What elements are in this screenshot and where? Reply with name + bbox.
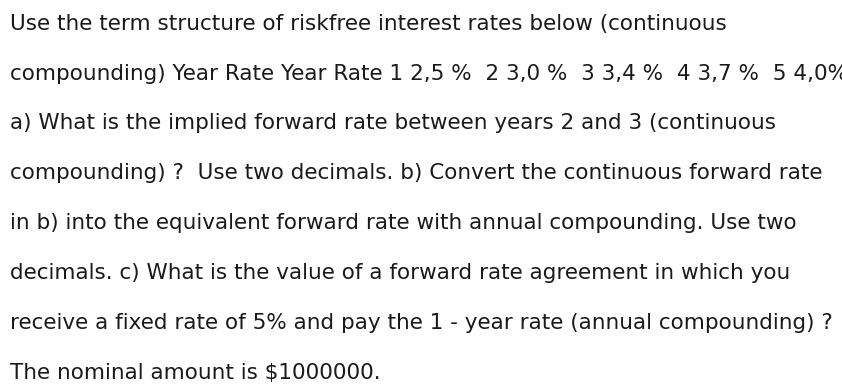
- Text: The nominal amount is $1000000.: The nominal amount is $1000000.: [10, 363, 381, 383]
- Text: compounding) ?  Use two decimals. b) Convert the continuous forward rate: compounding) ? Use two decimals. b) Conv…: [10, 163, 823, 183]
- Text: a) What is the implied forward rate between years 2 and 3 (continuous: a) What is the implied forward rate betw…: [10, 113, 776, 133]
- Text: in b) into the equivalent forward rate with annual compounding. Use two: in b) into the equivalent forward rate w…: [10, 213, 797, 233]
- Text: compounding) Year Rate Year Rate 1 2,5 %  2 3,0 %  3 3,4 %  4 3,7 %  5 4,0%: compounding) Year Rate Year Rate 1 2,5 %…: [10, 64, 842, 83]
- Text: Use the term structure of riskfree interest rates below (continuous: Use the term structure of riskfree inter…: [10, 14, 727, 34]
- Text: receive a fixed rate of 5% and pay the 1 - year rate (annual compounding) ?: receive a fixed rate of 5% and pay the 1…: [10, 313, 833, 333]
- Text: decimals. c) What is the value of a forward rate agreement in which you: decimals. c) What is the value of a forw…: [10, 263, 791, 283]
